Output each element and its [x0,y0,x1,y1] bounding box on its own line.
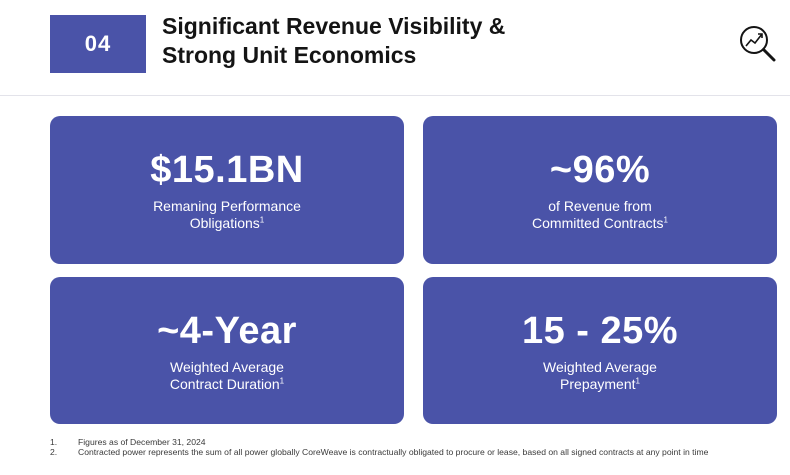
metric-description-line-2: Contract Duration1 [170,376,284,393]
footnote-text: Figures as of December 31, 2024 [78,437,206,447]
header-divider [0,95,790,96]
slide-header: 04 Significant Revenue Visibility & Stro… [0,0,790,95]
metric-card-prepayment: 15 - 25% Weighted Average Prepayment1 [423,277,777,424]
metric-description-line-1: Weighted Average [543,358,657,375]
metric-value: 15 - 25% [521,309,679,352]
slide-title: Significant Revenue Visibility & Strong … [162,12,632,70]
metric-description-line-1: of Revenue from [548,198,652,214]
metric-description-line-2-text: Prepayment [560,375,636,392]
footnote-text: Contracted power represents the sum of a… [78,447,709,457]
metric-description-line-2-text: Contract Duration [169,375,280,392]
metric-description: Weighted Average Prepayment1 [543,359,657,393]
footnote-marker: 1 [635,375,640,385]
footnote-marker: 1 [259,215,265,225]
slide-title-line-2: Strong Unit Economics [162,42,417,68]
metric-description-line-1: Weighted Average [170,358,284,375]
metric-description: Remaning Performance Obligations1 [153,198,301,232]
metric-card-contract-duration: ~4-Year Weighted Average Contract Durati… [50,277,404,424]
metric-description-line-2: Obligations1 [153,215,301,232]
footnote-item: 2. Contracted power represents the sum o… [50,447,780,457]
footnote-item: 1. Figures as of December 31, 2024 [50,437,780,447]
footnote-number: 2. [50,447,58,457]
metric-description-line-1: Remaning Performance [153,198,301,214]
metric-description: of Revenue from Committed Contracts1 [532,198,668,232]
metric-value: ~96% [549,149,651,191]
slide-title-line-1: Significant Revenue Visibility & [162,13,506,39]
metric-description: Weighted Average Contract Duration1 [170,359,284,393]
footnote-marker: 1 [663,215,668,225]
metric-value: $15.1BN [150,149,304,191]
footnotes: 1. Figures as of December 31, 2024 2. Co… [50,437,780,457]
footnote-marker: 1 [279,375,285,385]
metric-description-line-2-text: Obligations [189,215,260,231]
footnote-number: 1. [50,437,58,447]
metric-value: ~4-Year [157,309,297,352]
metric-description-line-2-text: Committed Contracts [532,215,664,231]
magnifier-chart-icon [738,24,778,64]
metric-description-line-2: Committed Contracts1 [532,215,668,232]
section-number-badge: 04 [50,15,146,73]
metric-description-line-2: Prepayment1 [543,376,657,393]
metric-card-remaining-obligations: $15.1BN Remaning Performance Obligations… [50,116,404,264]
metric-card-committed-revenue: ~96% of Revenue from Committed Contracts… [423,116,777,264]
